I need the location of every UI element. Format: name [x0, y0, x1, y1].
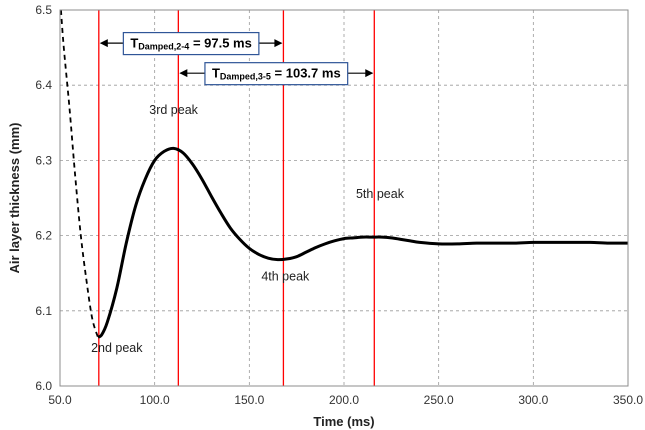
y-tick-label: 6.4	[35, 78, 52, 92]
plot-area-border	[59, 9, 629, 387]
data-series	[60, 9, 629, 339]
annotation-arrowhead-right	[274, 39, 283, 48]
x-tick-label: 150.0	[234, 393, 264, 407]
y-tick-label: 6.3	[35, 153, 52, 167]
dashed-series-line	[60, 9, 99, 338]
annotation-text: TDamped,2-4 = 97.5 ms	[130, 36, 252, 52]
annotation-symbol: T	[130, 36, 138, 51]
annotation-symbol: T	[212, 66, 220, 81]
annotation-value: = 103.7 ms	[271, 66, 341, 81]
x-tick-label: 100.0	[140, 393, 170, 407]
y-tick-label: 6.1	[35, 304, 52, 318]
x-axis-ticks: 50.0 100.0 150.0 200.0 250.0 300.0 350.0	[48, 393, 643, 407]
y-axis-ticks: 6.0 6.1 6.2 6.3 6.4 6.5	[35, 3, 52, 393]
annotation-arrowhead-right	[365, 69, 374, 78]
annotation-value: = 97.5 ms	[189, 36, 252, 51]
peak-labels: 2nd peak 3rd peak 4th peak 5th peak	[91, 103, 405, 355]
y-tick-label: 6.0	[35, 379, 52, 393]
x-tick-label: 200.0	[329, 393, 359, 407]
x-tick-label: 350.0	[613, 393, 643, 407]
x-tick-label: 250.0	[424, 393, 454, 407]
annotation-box-frame	[122, 31, 260, 56]
peak-label: 4th peak	[261, 270, 310, 284]
peak-label: 5th peak	[356, 187, 405, 201]
annotation-text: TDamped,3-5 = 103.7 ms	[212, 66, 341, 82]
peak-label: 3rd peak	[149, 103, 198, 117]
x-axis-label: Time (ms)	[313, 414, 374, 429]
annotation-subscript: Damped,2-4	[138, 42, 189, 52]
peak-label: 2nd peak	[91, 341, 143, 355]
x-tick-label: 300.0	[518, 393, 548, 407]
annotation-box-frame	[204, 62, 349, 86]
annotation-arrowhead-left	[99, 39, 108, 48]
annotation-box: TDamped,3-5 = 103.7 ms	[204, 62, 349, 86]
y-axis-label: Air layer thickness (mm)	[7, 122, 22, 273]
y-tick-label: 6.2	[35, 229, 52, 243]
annotation-subscript: Damped,3-5	[220, 72, 271, 82]
x-tick-label: 50.0	[48, 393, 72, 407]
y-tick-label: 6.5	[35, 3, 52, 17]
annotation-box: TDamped,2-4 = 97.5 ms	[122, 31, 260, 56]
solid-series-line	[97, 146, 629, 339]
annotation-arrowhead-left	[179, 69, 188, 78]
